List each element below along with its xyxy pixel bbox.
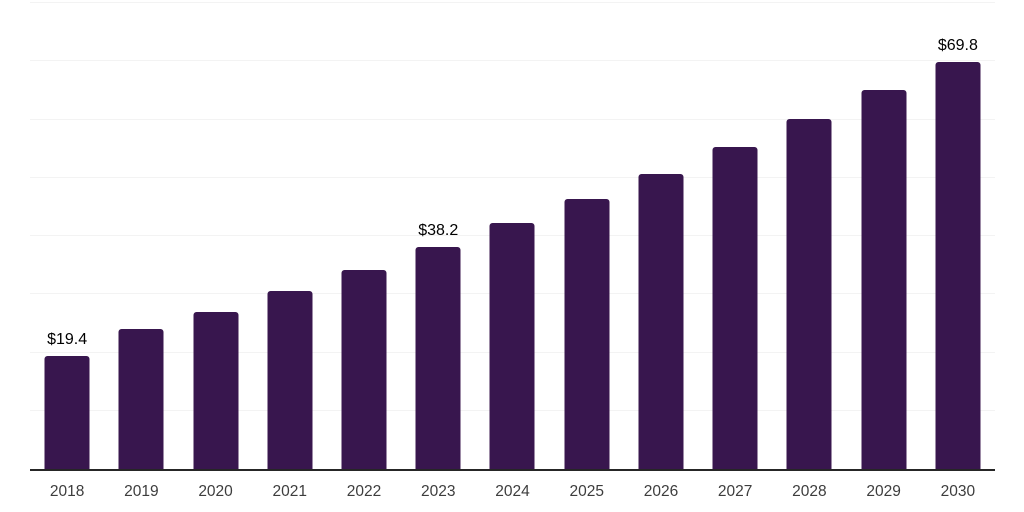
x-axis-tick-label: 2024 [495,483,530,500]
x-axis-tick-label: 2030 [940,483,976,500]
bar-slot [178,3,252,469]
bar-slot: $38.2 [401,3,475,469]
bar-value-label: $19.4 [47,331,88,348]
bar-slot [698,3,772,469]
bar-2020 [193,311,239,469]
bar-2025 [564,198,610,469]
bar-2027 [712,146,758,469]
bars-row: $19.4 $38.2 $69.8 [30,3,995,469]
bar-2022 [341,269,387,469]
bar-2024 [489,222,535,469]
x-axis-tick-label: 2027 [717,483,753,500]
bar-slot [327,3,401,469]
bar-slot [772,3,846,469]
bar-slot: $19.4 [30,3,104,469]
x-axis-tick-label: 2021 [272,483,308,500]
bar-2030 [935,62,981,469]
bar-slot [253,3,327,469]
x-axis-labels: 2018 2019 2020 2021 2022 2023 2024 2025 2026 2027… [30,482,995,502]
bar-slot [550,3,624,469]
bar-slot [475,3,549,469]
x-axis-tick-label: 2026 [643,483,679,500]
plot-area: $19.4 $38.2 $69.8 [30,2,995,471]
x-axis-tick-label: 2028 [792,483,827,500]
x-axis-tick-label: 2029 [866,483,901,500]
x-axis-tick-label: 2023 [421,483,456,500]
bar-slot: $69.8 [921,3,995,469]
x-axis-tick-label: 2018 [49,483,85,500]
x-axis-tick-label: 2022 [346,483,382,500]
bar-slot [624,3,698,469]
bar-2019 [118,328,164,469]
bar-value-label: $38.2 [418,221,459,239]
bar-value-label: $69.8 [937,37,978,55]
bar-2021 [267,290,313,469]
bar-2028 [786,118,832,469]
bar-2029 [861,90,907,469]
bar-2018 [44,356,90,469]
bar-2023 [415,246,461,469]
bar-slot [104,3,178,469]
bar-2026 [638,173,684,469]
x-axis-tick-label: 2020 [198,483,233,500]
x-axis-tick-label: 2025 [569,483,604,500]
x-axis-tick-label: 2019 [124,483,159,500]
bar-slot [847,3,921,469]
